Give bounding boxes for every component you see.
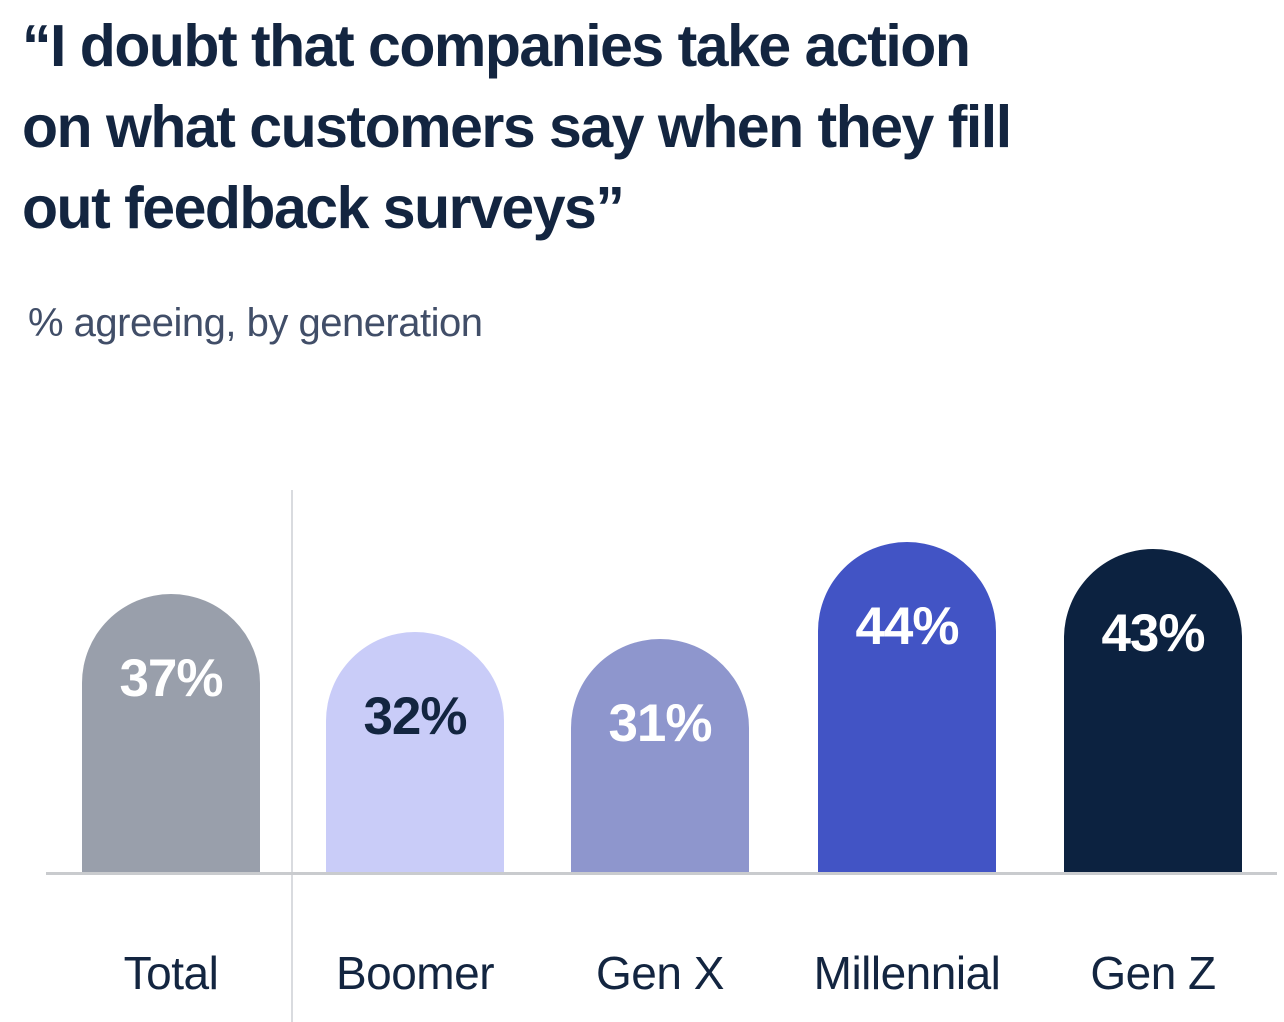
bar-millennial: 44% bbox=[818, 542, 996, 872]
bar-value-label-millennial: 44% bbox=[855, 597, 959, 656]
chart-title: “I doubt that companies take action on w… bbox=[22, 6, 1262, 249]
bar-value-label-gen-x: 31% bbox=[608, 694, 712, 753]
chart-title-line-3: out feedback surveys” bbox=[22, 175, 625, 241]
bar-boomer: 32% bbox=[326, 632, 504, 872]
bar-gen-z: 43% bbox=[1064, 549, 1242, 872]
chart-subtitle: % agreeing, by generation bbox=[28, 301, 483, 345]
x-axis-label-gen-x: Gen X bbox=[596, 947, 724, 999]
bar-value-label-boomer: 32% bbox=[363, 687, 467, 746]
bar-value-label-gen-z: 43% bbox=[1101, 604, 1205, 663]
x-axis-label-millennial: Millennial bbox=[813, 947, 1001, 999]
x-axis-baseline bbox=[46, 872, 1277, 875]
x-axis-label-total: Total bbox=[123, 947, 219, 999]
bar-value-label-total: 37% bbox=[119, 649, 223, 708]
x-axis-label-boomer: Boomer bbox=[335, 947, 495, 999]
chart-title-line-2: on what customers say when they fill bbox=[22, 94, 1012, 160]
total-separator-line bbox=[291, 490, 293, 1022]
chart-title-line-1: “I doubt that companies take action bbox=[22, 13, 971, 79]
bar-gen-x: 31% bbox=[571, 639, 749, 872]
x-axis-label-gen-z: Gen Z bbox=[1090, 947, 1216, 999]
bar-total: 37% bbox=[82, 594, 260, 872]
